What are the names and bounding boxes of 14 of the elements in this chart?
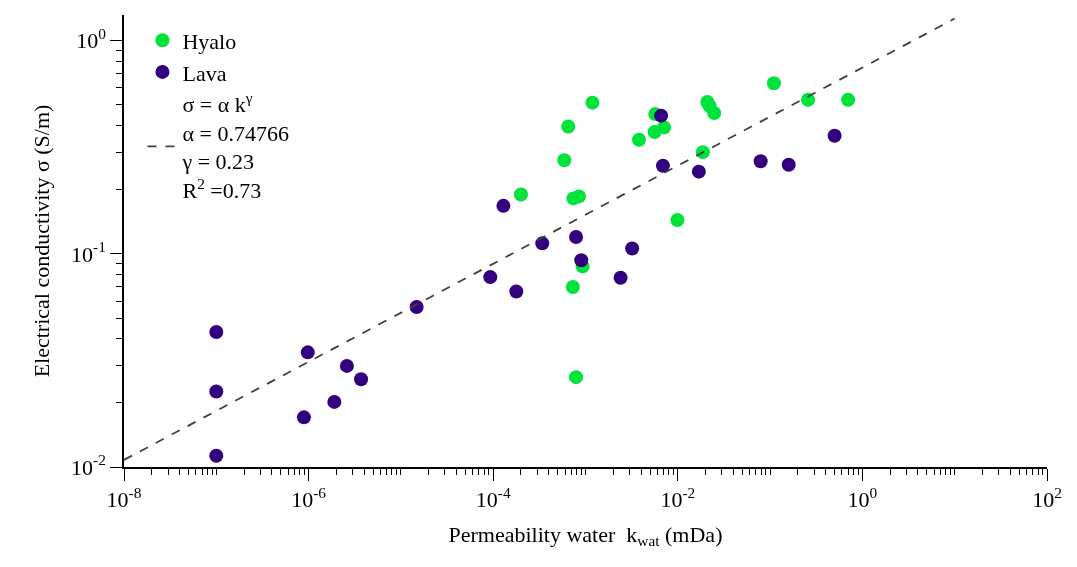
y-axis-title: Electrical conductivity σ (S/m) [29,104,55,378]
legend-label: Lava [182,60,227,86]
y-tick-label: 10$^{-2}$ [71,451,106,480]
y-tick-label: 10$^{0}$ [76,25,107,54]
x-tick-label: 10$^{-2}$ [660,483,696,513]
x-tick-label: 10$^{-4}$ [475,483,511,513]
legend-label: σ = α k$^{γ}$ α = 0.74766 γ = 0.23 R$^{2}$ =0.73 [181,88,289,203]
legend-label: Hyalo [182,28,237,54]
x-tick-label: 10$^{-8}$ [106,483,142,513]
y-tick-label: 10$^{-1}$ [71,238,106,267]
x-tick-label: 10$^{2}$ [1032,483,1062,513]
x-tick-label: 10$^{0}$ [847,483,878,513]
x-axis-title: Permeability water k$_{wat}$ (mDa) [448,521,723,550]
x-tick-label: 10$^{-6}$ [291,483,327,513]
